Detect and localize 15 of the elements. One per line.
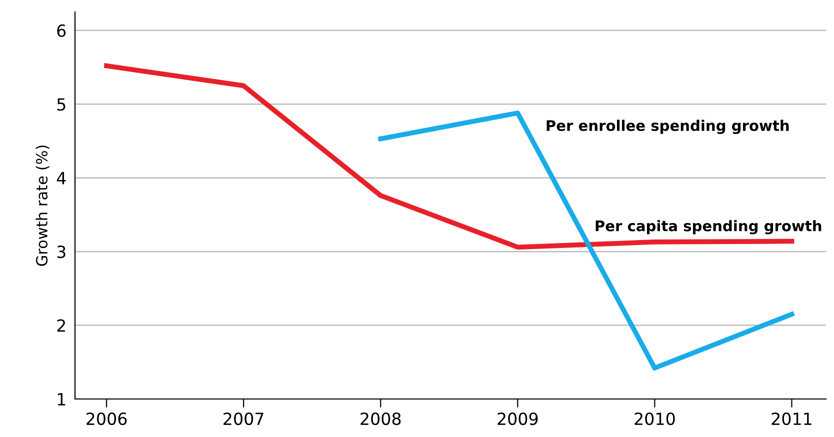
y-axis-title: Growth rate (%) bbox=[36, 146, 50, 266]
x-tick-label: 2010 bbox=[634, 412, 675, 426]
x-tick-label: 2008 bbox=[360, 412, 401, 426]
y-tick-label: 6 bbox=[57, 24, 66, 37]
x-tick-label: 2006 bbox=[86, 412, 127, 426]
y-tick-label: 4 bbox=[56, 172, 66, 184]
y-tick-label: 3 bbox=[57, 246, 66, 258]
series-label: Per capita spending growth bbox=[596, 220, 822, 234]
series-label: Per enrollee spending growth bbox=[546, 120, 789, 134]
x-tick-label: 2007 bbox=[224, 412, 264, 426]
y-tick-label: 2 bbox=[57, 319, 65, 332]
x-tick-label: 2009 bbox=[498, 412, 538, 426]
y-tick-label: 5 bbox=[57, 98, 66, 111]
x-tick-label: 2011 bbox=[772, 412, 812, 426]
y-tick-label: 1 bbox=[58, 393, 66, 406]
